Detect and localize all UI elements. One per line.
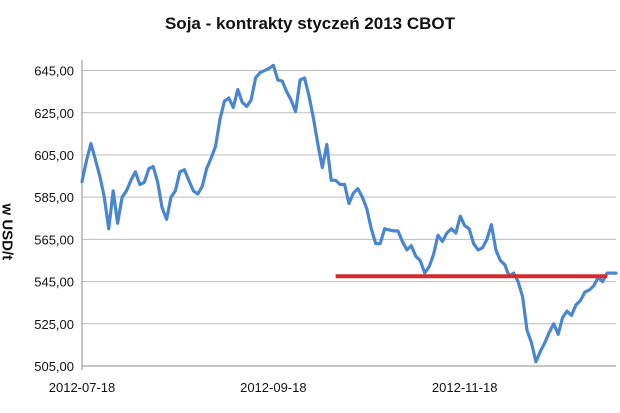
y-tick-label: 505,00 — [34, 359, 74, 374]
y-tick-label: 545,00 — [34, 275, 74, 290]
x-tick-label: 2012-07-18 — [49, 380, 116, 395]
y-tick-label: 565,00 — [34, 232, 74, 247]
y-tick-label: 625,00 — [34, 106, 74, 121]
chart-title: Soja - kontrakty styczeń 2013 CBOT — [164, 14, 456, 33]
y-tick-label: 645,00 — [34, 64, 74, 79]
y-tick-label: 605,00 — [34, 148, 74, 163]
x-tick-label: 2012-11-18 — [432, 380, 498, 395]
y-tick-label: 525,00 — [34, 317, 74, 332]
series-line — [80, 63, 618, 364]
y-tick-label: 585,00 — [34, 190, 74, 205]
x-tick-label: 2012-09-18 — [240, 380, 307, 395]
